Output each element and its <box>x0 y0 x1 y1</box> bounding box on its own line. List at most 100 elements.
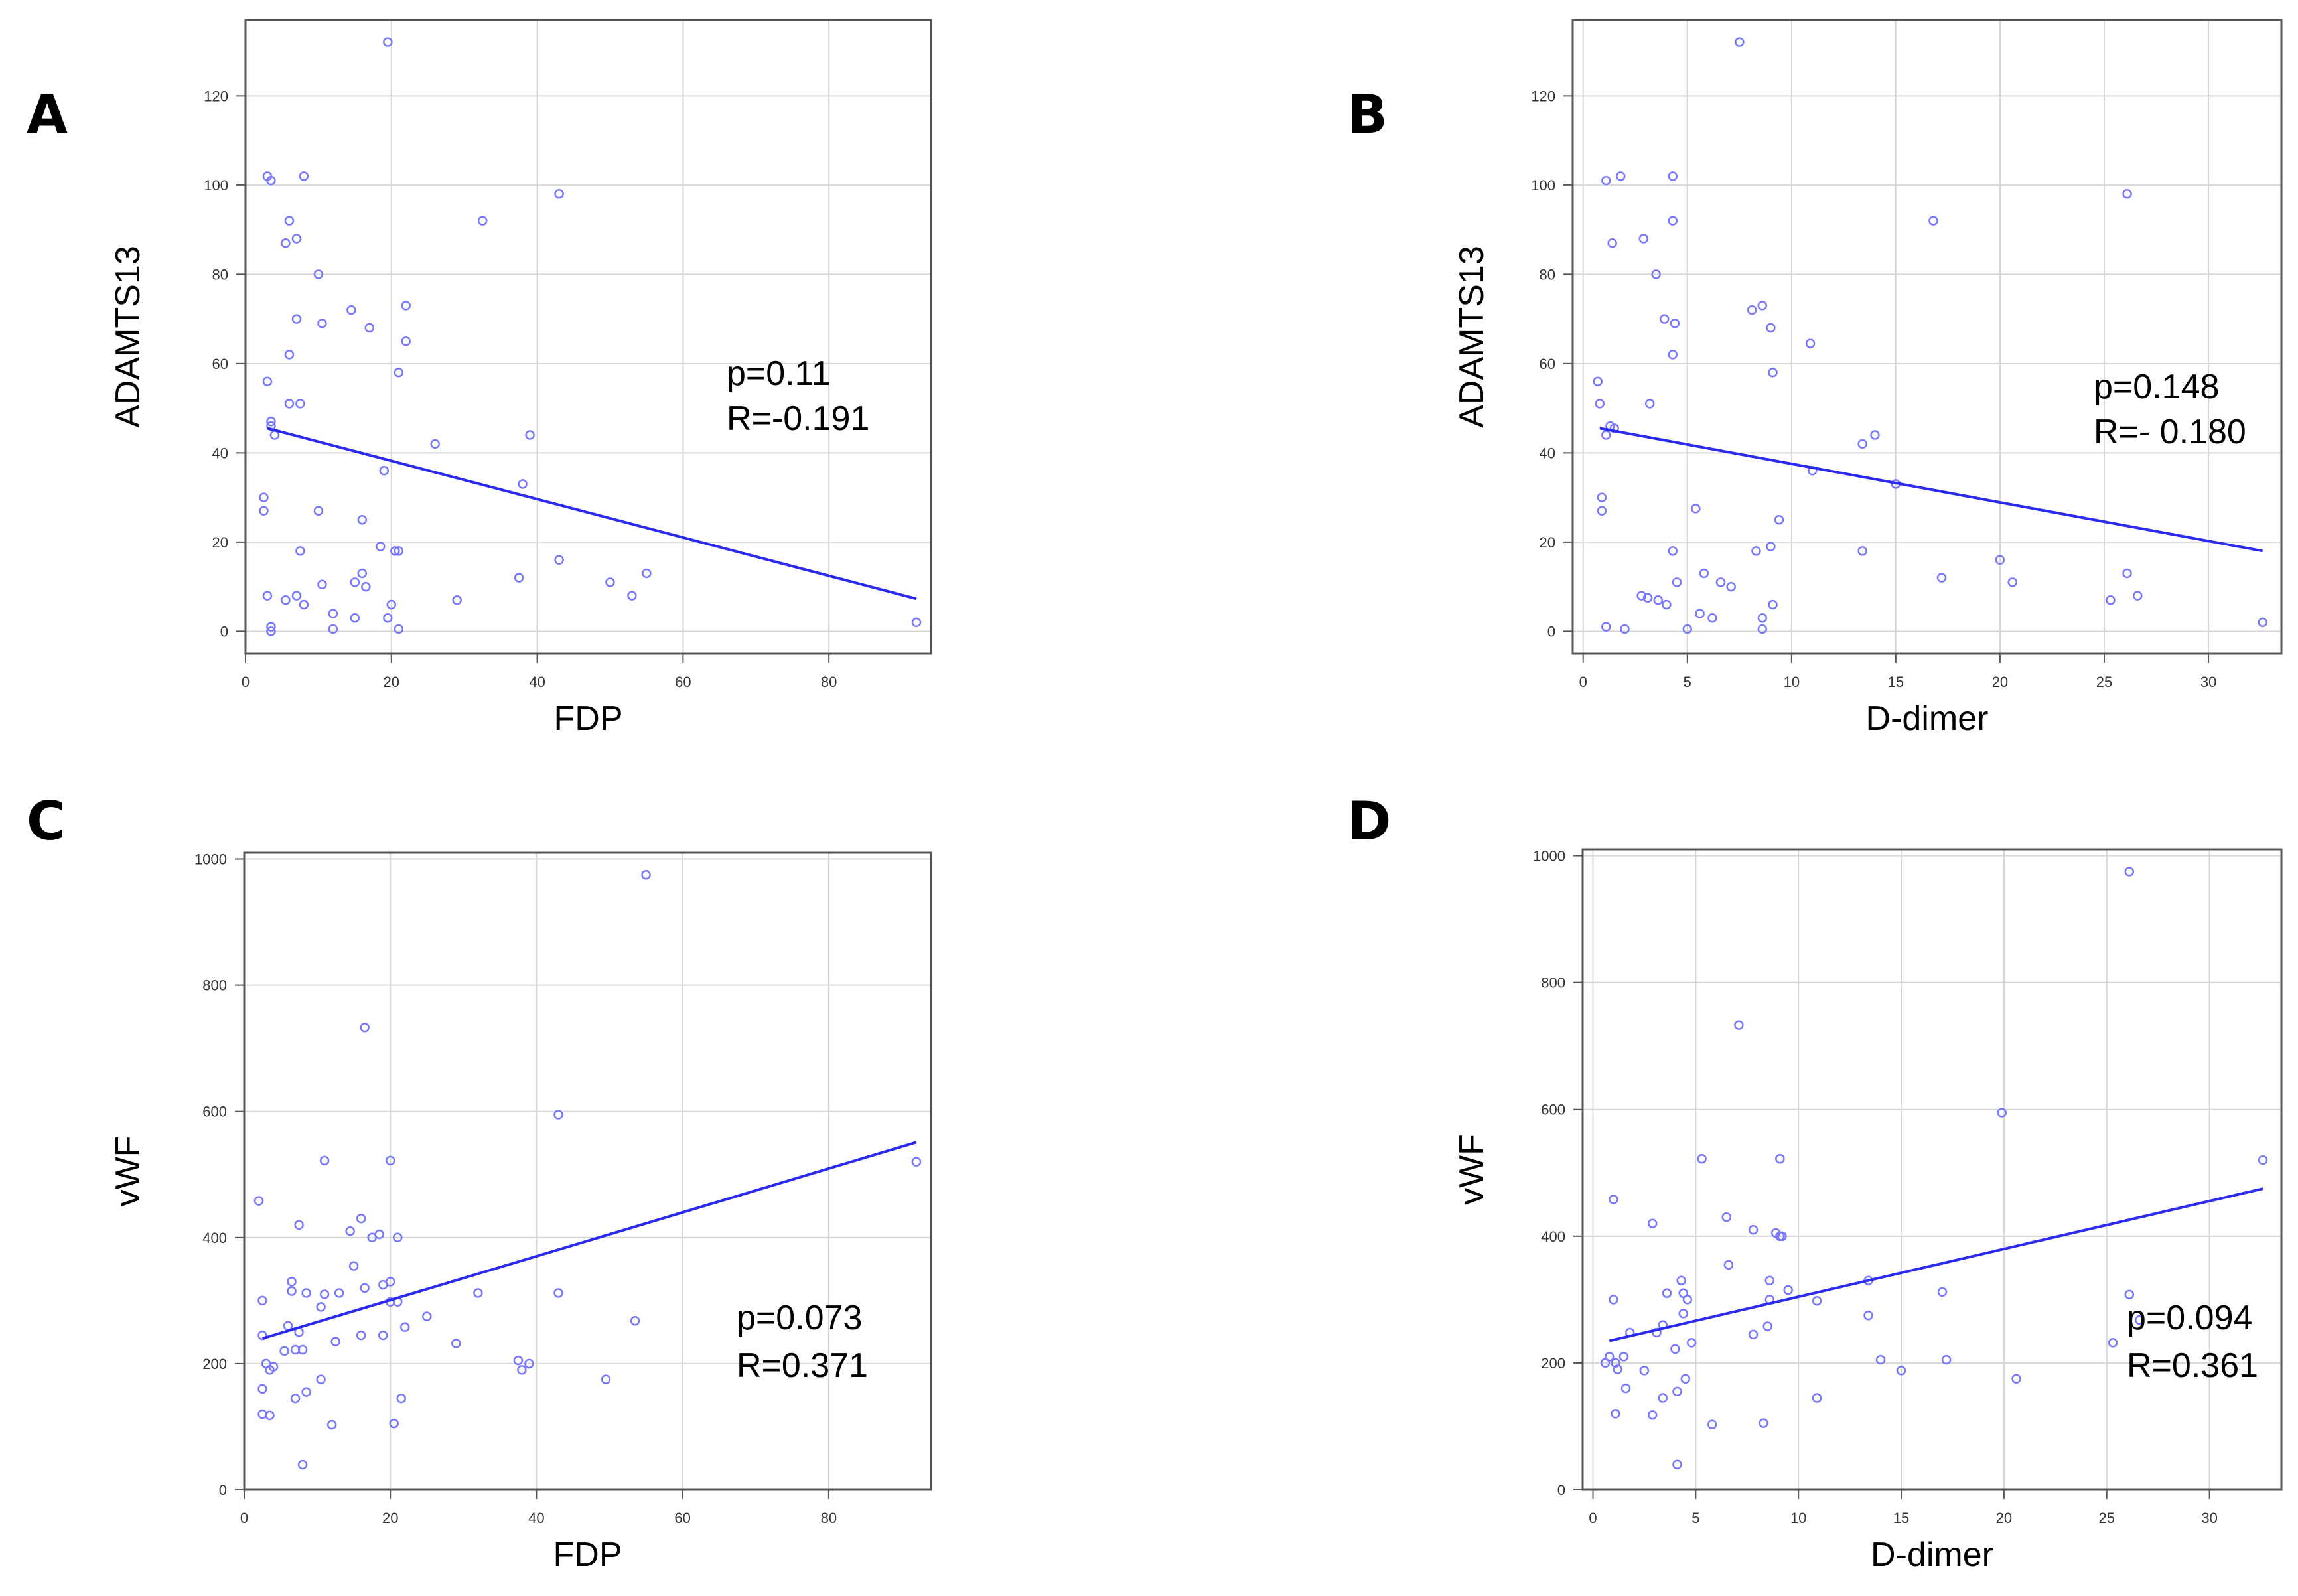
data-point-d <box>1658 1393 1668 1403</box>
x-tick-label-a: 80 <box>821 674 837 690</box>
data-point-a <box>394 546 404 556</box>
y-tick-label-c: 1000 <box>194 851 227 868</box>
data-point-d <box>2124 1289 2135 1299</box>
y-tick-label-b: 60 <box>1540 356 1555 372</box>
panel-letter-b: B <box>1347 84 1388 145</box>
x-tick-label-d: 5 <box>1691 1510 1699 1526</box>
data-point-c <box>396 1393 406 1404</box>
x-tick-label-d: 0 <box>1589 1510 1597 1526</box>
data-point-b <box>1766 323 1776 333</box>
data-point-c <box>356 1330 366 1341</box>
data-point-c <box>257 1330 267 1341</box>
panel-c: 0 20 40 60 8002004006008001000FDPvWFp=0.073R… <box>27 790 932 1574</box>
panel-letter-c: C <box>27 790 66 852</box>
data-point-a <box>394 368 404 378</box>
data-point-a <box>350 613 360 623</box>
data-point-c <box>316 1302 326 1312</box>
data-point-d <box>1618 1352 1629 1362</box>
data-point-d <box>1875 1354 1886 1365</box>
data-point-b <box>1699 568 1709 579</box>
data-point-d <box>2108 1338 2118 1348</box>
data-point-d <box>1670 1344 1680 1354</box>
data-point-d <box>1609 1195 1618 1204</box>
data-point-d <box>1721 1212 1732 1222</box>
data-point-a <box>514 573 524 583</box>
data-point-a <box>328 624 338 634</box>
data-point-d <box>1775 1154 1785 1164</box>
data-point-c <box>257 1384 267 1394</box>
y-tick-label-b: 20 <box>1540 534 1555 551</box>
data-point-a <box>430 439 440 449</box>
plot-area-b <box>1573 20 2281 654</box>
data-point-c <box>378 1330 388 1341</box>
data-point-c <box>297 1344 308 1355</box>
data-point-b <box>1757 613 1768 623</box>
data-point-a <box>554 189 564 199</box>
plot-area-d <box>1583 849 2281 1490</box>
data-point-b <box>1601 175 1611 186</box>
data-point-d <box>1812 1296 1822 1306</box>
data-point-d <box>1672 1386 1682 1397</box>
data-point-d <box>1783 1285 1793 1295</box>
y-axis-label-c: vWF <box>109 1136 147 1207</box>
x-tick-label-c: 80 <box>821 1510 837 1526</box>
data-point-a <box>259 492 269 502</box>
x-tick-label-b: 5 <box>1684 674 1691 690</box>
data-point-b <box>1672 577 1682 587</box>
x-tick-label-b: 25 <box>2096 674 2112 690</box>
data-point-b <box>1651 269 1661 279</box>
data-point-a <box>317 319 327 328</box>
data-point-c <box>360 1023 370 1033</box>
data-point-a <box>284 216 295 226</box>
y-tick-label-a: 20 <box>212 534 228 551</box>
data-point-c <box>553 1288 563 1298</box>
data-point-c <box>389 1418 399 1429</box>
data-point-d <box>1997 1108 2007 1118</box>
data-point-c <box>367 1232 377 1243</box>
data-point-a <box>291 314 302 324</box>
data-point-a <box>361 581 371 592</box>
data-point-b <box>1768 368 1778 378</box>
data-point-b <box>1653 595 1664 605</box>
data-point-b <box>2122 189 2132 199</box>
data-point-c <box>265 1410 275 1421</box>
x-tick-label-d: 10 <box>1790 1510 1806 1526</box>
y-tick-label-c: 200 <box>202 1356 227 1372</box>
data-point-a <box>291 234 302 244</box>
x-tick-label-a: 60 <box>675 674 691 690</box>
data-point-a <box>284 399 295 409</box>
panel-letter-a: A <box>27 84 68 145</box>
data-point-d <box>1686 1338 1697 1348</box>
x-axis-label-a: FDP <box>554 699 623 738</box>
data-point-b <box>1668 216 1678 226</box>
y-tick-label-c: 600 <box>202 1104 227 1120</box>
data-point-a <box>401 301 411 311</box>
data-point-c <box>268 1362 279 1372</box>
x-tick-label-b: 30 <box>2200 674 2216 690</box>
x-tick-label-a: 40 <box>529 674 545 690</box>
data-point-d <box>1863 1311 1873 1321</box>
data-point-b <box>1659 314 1670 324</box>
data-point-b <box>2122 568 2132 579</box>
y-tick-label-a: 80 <box>212 266 228 283</box>
data-point-b <box>1597 506 1607 516</box>
data-point-a <box>281 595 291 605</box>
data-point-b <box>1751 546 1761 556</box>
data-point-b <box>2133 591 2143 601</box>
data-point-a <box>299 599 309 610</box>
data-point-c <box>287 1286 297 1296</box>
data-point-d <box>1707 1419 1717 1429</box>
panel-a: 0 20 40 60 80 0 20 40 60 80 100 120 FDP ADAMTS13 p=0.1… <box>27 19 932 738</box>
y-tick-label-b: 40 <box>1540 445 1555 461</box>
y-tick-label-c: 400 <box>202 1230 227 1246</box>
data-point-d <box>1620 1383 1631 1394</box>
x-tick-label-d: 15 <box>1893 1510 1909 1526</box>
plot-area-a <box>246 20 931 654</box>
y-tick-label-a: 60 <box>212 356 228 372</box>
data-point-d <box>1648 1218 1658 1228</box>
y-tick-label-b: 120 <box>1531 88 1555 104</box>
plot-frame-a <box>244 19 932 655</box>
data-point-c <box>334 1288 344 1298</box>
x-tick-label-c: 20 <box>382 1510 398 1526</box>
data-point-c <box>392 1232 403 1243</box>
